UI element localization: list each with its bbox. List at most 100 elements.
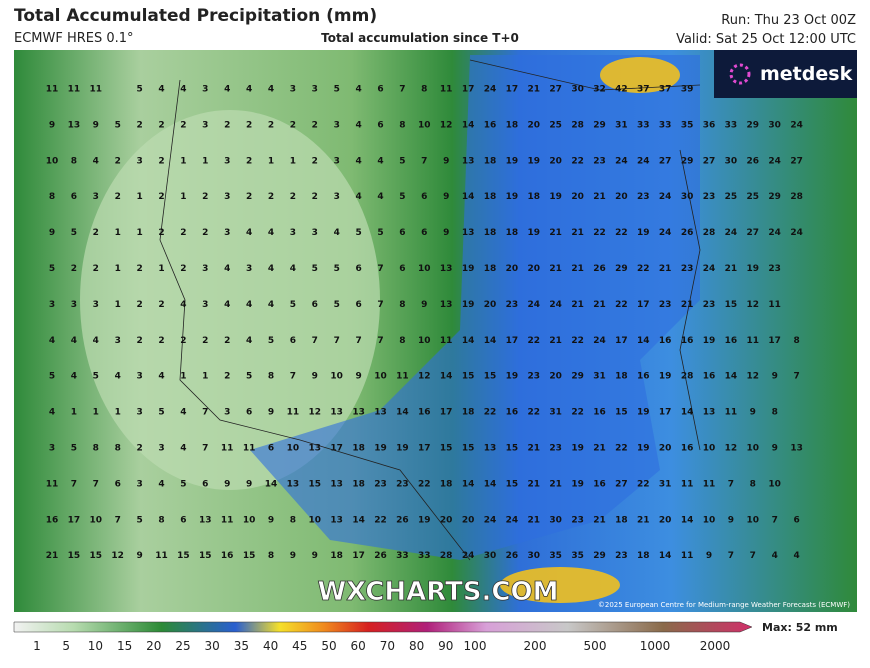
grid-value: 9: [443, 192, 449, 202]
grid-value: 5: [180, 479, 186, 489]
run-time: Run: Thu 23 Oct 00Z: [721, 13, 856, 28]
grid-value: 19: [747, 264, 760, 274]
grid-value: 19: [659, 372, 672, 382]
grid-value: 32: [593, 85, 606, 95]
grid-value: 5: [158, 408, 164, 418]
grid-value: 1: [71, 408, 77, 418]
grid-value: 11: [46, 85, 59, 95]
grid-value: 26: [593, 264, 606, 274]
grid-value: 6: [290, 336, 296, 346]
grid-value: 11: [155, 551, 168, 561]
grid-value: 7: [377, 264, 383, 274]
colorbar-label: 20: [146, 639, 161, 653]
grid-value: 29: [768, 192, 781, 202]
grid-value: 16: [506, 408, 519, 418]
colorbar-label: 2000: [700, 639, 731, 653]
grid-value: 6: [421, 228, 427, 238]
grid-value: 2: [202, 192, 208, 202]
grid-value: 3: [312, 228, 318, 238]
grid-value: 2: [115, 192, 121, 202]
grid-value: 7: [728, 479, 734, 489]
grid-value: 3: [290, 228, 296, 238]
grid-value: 8: [793, 336, 799, 346]
grid-value: 19: [396, 444, 409, 454]
grid-value: 9: [136, 551, 142, 561]
grid-value: 24: [484, 85, 497, 95]
grid-value: 11: [396, 372, 409, 382]
grid-value: 7: [202, 444, 208, 454]
grid-value: 29: [615, 264, 628, 274]
grid-value: 31: [593, 372, 606, 382]
grid-value: 15: [506, 444, 519, 454]
copyright: ©2025 European Centre for Medium-range W…: [598, 601, 850, 609]
grid-value: 2: [312, 192, 318, 202]
grid-value: 10: [418, 264, 431, 274]
borders: [159, 59, 701, 561]
high-precip: [500, 567, 620, 603]
grid-value: 18: [637, 551, 650, 561]
colorbar-label: 200: [524, 639, 547, 653]
grid-value: 13: [309, 444, 322, 454]
grid-value: 4: [246, 228, 252, 238]
grid-value: 9: [290, 551, 296, 561]
grid-value: 21: [528, 85, 541, 95]
grid-value: 7: [750, 551, 756, 561]
grid-value: 5: [334, 85, 340, 95]
grid-value: 4: [158, 479, 164, 489]
grid-value: 14: [352, 515, 365, 525]
grid-value: 3: [93, 192, 99, 202]
grid-value: 5: [136, 515, 142, 525]
grid-value: 31: [549, 408, 562, 418]
grid-value: 18: [484, 192, 497, 202]
grid-value: 24: [549, 300, 562, 310]
grid-value: 13: [484, 444, 497, 454]
grid-value: 24: [790, 228, 803, 238]
grid-value: 17: [418, 444, 431, 454]
grid-value: 6: [71, 192, 77, 202]
grid-value: 15: [440, 444, 453, 454]
grid-value: 13: [330, 515, 343, 525]
grid-value: 8: [290, 515, 296, 525]
grid-value: 6: [268, 444, 274, 454]
grid-value: 12: [747, 372, 760, 382]
colorbar-label: 45: [292, 639, 307, 653]
grid-value: 10: [287, 444, 300, 454]
grid-value: 13: [440, 264, 453, 274]
grid-value: 9: [49, 120, 55, 130]
grid-value: 1: [180, 192, 186, 202]
grid-value: 9: [443, 156, 449, 166]
grid-value: 17: [615, 336, 628, 346]
grid-value: 19: [462, 264, 475, 274]
grid-value: 23: [703, 192, 716, 202]
grid-value: 4: [93, 156, 99, 166]
grid-value: 16: [221, 551, 234, 561]
grid-value: 2: [158, 300, 164, 310]
grid-value: 9: [49, 228, 55, 238]
grid-value: 9: [443, 228, 449, 238]
grid-value: 5: [268, 336, 274, 346]
grid-value: 19: [703, 336, 716, 346]
grid-value: 9: [706, 551, 712, 561]
grid-value: 7: [728, 551, 734, 561]
grid-value: 4: [224, 85, 230, 95]
grid-value: 6: [793, 515, 799, 525]
grid-value: 2: [71, 264, 77, 274]
grid-value: 8: [750, 479, 756, 489]
grid-value: 18: [484, 228, 497, 238]
grid-value: 11: [747, 336, 760, 346]
grid-value: 2: [246, 192, 252, 202]
grid-value: 19: [637, 228, 650, 238]
grid-value: 35: [681, 120, 694, 130]
grid-value: 6: [312, 300, 318, 310]
grid-value: 4: [290, 264, 296, 274]
grid-value: 14: [484, 479, 497, 489]
grid-value: 17: [440, 408, 453, 418]
grid-value: 16: [46, 515, 59, 525]
grid-value: 8: [399, 120, 405, 130]
colorbar-label: 30: [205, 639, 220, 653]
grid-value: 4: [180, 300, 186, 310]
grid-value: 24: [768, 156, 781, 166]
grid-value: 8: [115, 444, 121, 454]
grid-value: 29: [747, 120, 760, 130]
